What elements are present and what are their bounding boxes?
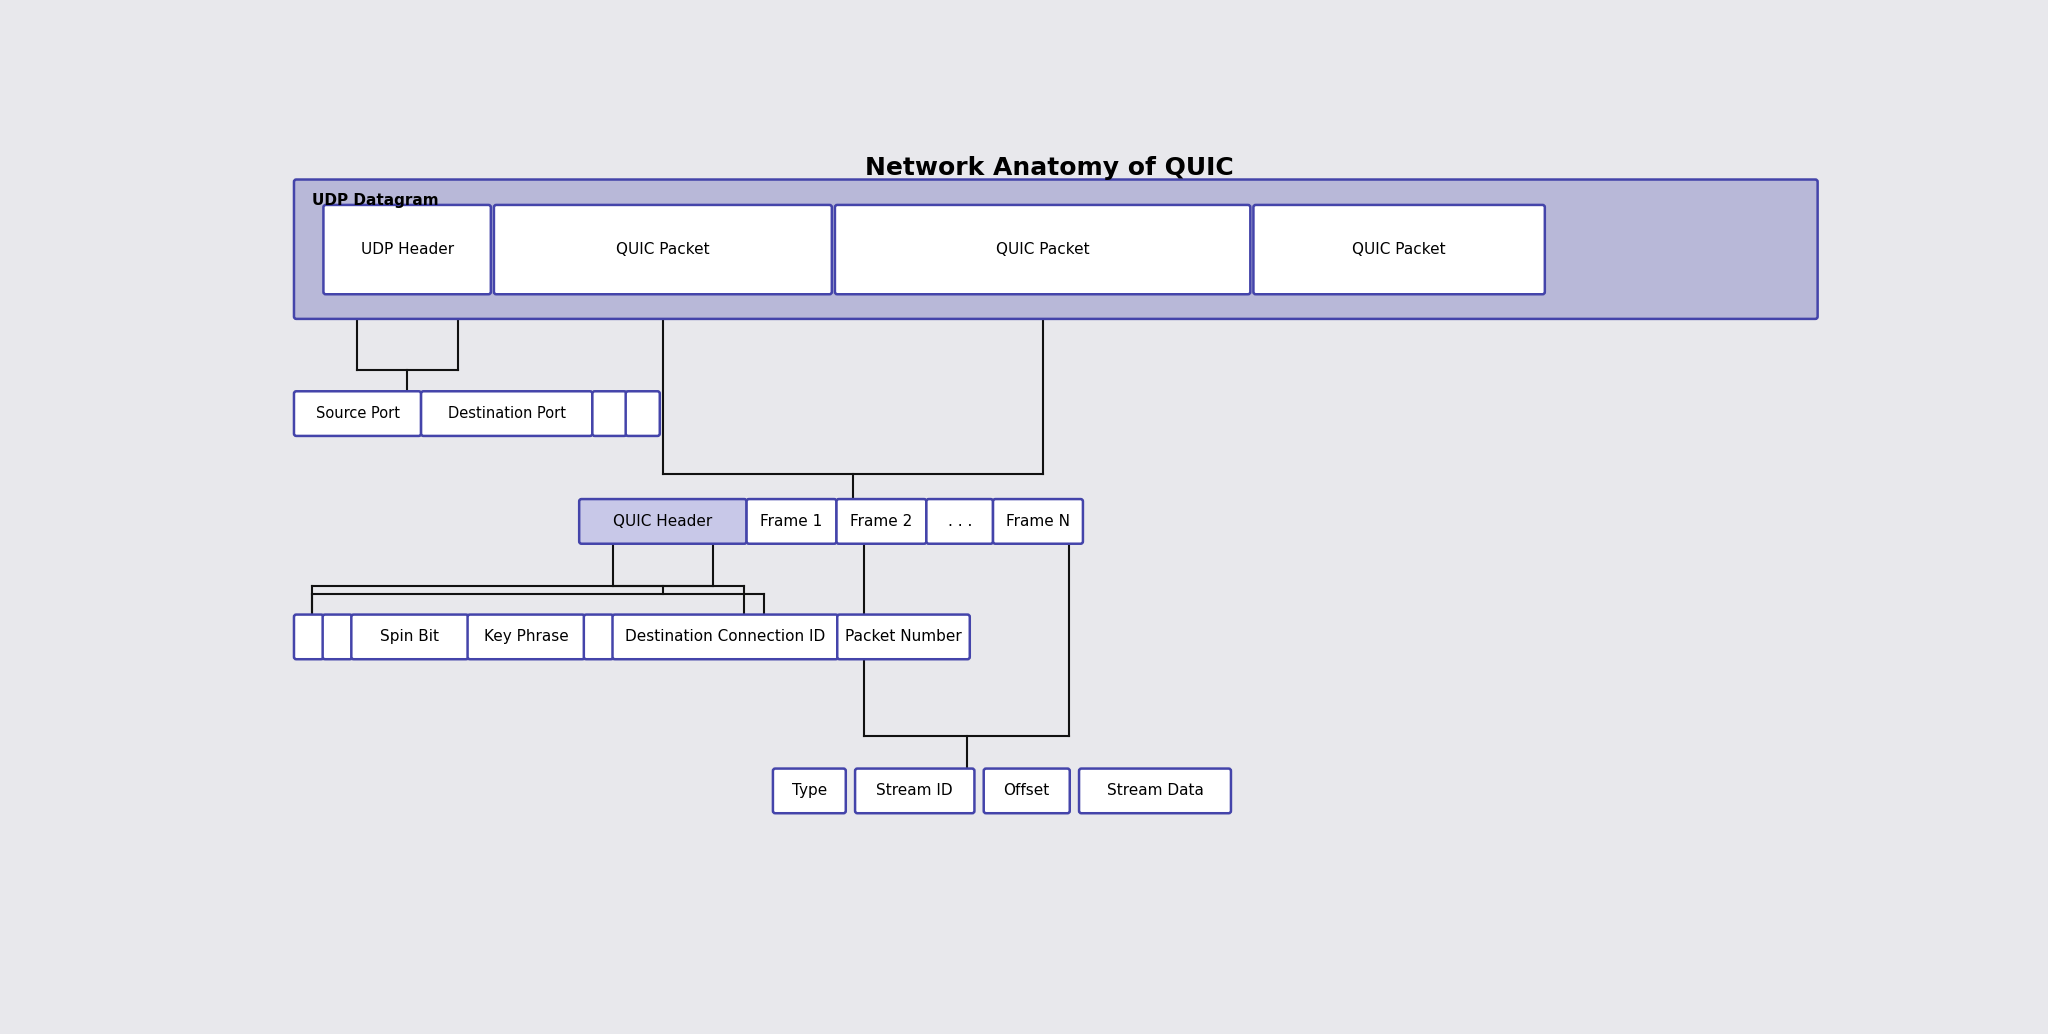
- FancyBboxPatch shape: [983, 768, 1069, 813]
- Text: Packet Number: Packet Number: [846, 630, 963, 644]
- FancyBboxPatch shape: [836, 205, 1251, 295]
- Text: Key Phrase: Key Phrase: [483, 630, 569, 644]
- FancyBboxPatch shape: [352, 614, 469, 660]
- Text: Spin Bit: Spin Bit: [381, 630, 440, 644]
- Text: Network Anatomy of QUIC: Network Anatomy of QUIC: [864, 156, 1235, 180]
- FancyBboxPatch shape: [836, 499, 926, 544]
- FancyBboxPatch shape: [422, 391, 592, 436]
- Text: UDP Datagram: UDP Datagram: [311, 192, 438, 208]
- Text: Frame N: Frame N: [1006, 514, 1069, 529]
- Text: Stream ID: Stream ID: [877, 784, 952, 798]
- Text: UDP Header: UDP Header: [360, 242, 455, 257]
- Text: QUIC Packet: QUIC Packet: [1352, 242, 1446, 257]
- Text: . . .: . . .: [948, 514, 973, 529]
- FancyBboxPatch shape: [580, 499, 748, 544]
- Text: Frame 2: Frame 2: [850, 514, 913, 529]
- Text: Frame 1: Frame 1: [760, 514, 823, 529]
- Text: QUIC Packet: QUIC Packet: [995, 242, 1090, 257]
- FancyBboxPatch shape: [627, 391, 659, 436]
- Text: Type: Type: [793, 784, 827, 798]
- FancyBboxPatch shape: [748, 499, 836, 544]
- FancyBboxPatch shape: [926, 499, 993, 544]
- Text: QUIC Header: QUIC Header: [612, 514, 713, 529]
- FancyBboxPatch shape: [993, 499, 1083, 544]
- FancyBboxPatch shape: [467, 614, 584, 660]
- Text: Offset: Offset: [1004, 784, 1051, 798]
- FancyBboxPatch shape: [856, 768, 975, 813]
- FancyBboxPatch shape: [772, 768, 846, 813]
- Text: Source Port: Source Port: [315, 406, 399, 421]
- FancyBboxPatch shape: [295, 180, 1819, 318]
- Text: Destination Port: Destination Port: [449, 406, 565, 421]
- FancyBboxPatch shape: [584, 614, 612, 660]
- FancyBboxPatch shape: [324, 205, 492, 295]
- FancyBboxPatch shape: [612, 614, 838, 660]
- FancyBboxPatch shape: [295, 614, 324, 660]
- FancyBboxPatch shape: [324, 614, 352, 660]
- FancyBboxPatch shape: [494, 205, 831, 295]
- FancyBboxPatch shape: [838, 614, 971, 660]
- Text: Stream Data: Stream Data: [1106, 784, 1204, 798]
- Text: QUIC Packet: QUIC Packet: [616, 242, 711, 257]
- FancyBboxPatch shape: [592, 391, 627, 436]
- FancyBboxPatch shape: [1253, 205, 1544, 295]
- Text: Destination Connection ID: Destination Connection ID: [625, 630, 825, 644]
- FancyBboxPatch shape: [1079, 768, 1231, 813]
- FancyBboxPatch shape: [295, 391, 422, 436]
